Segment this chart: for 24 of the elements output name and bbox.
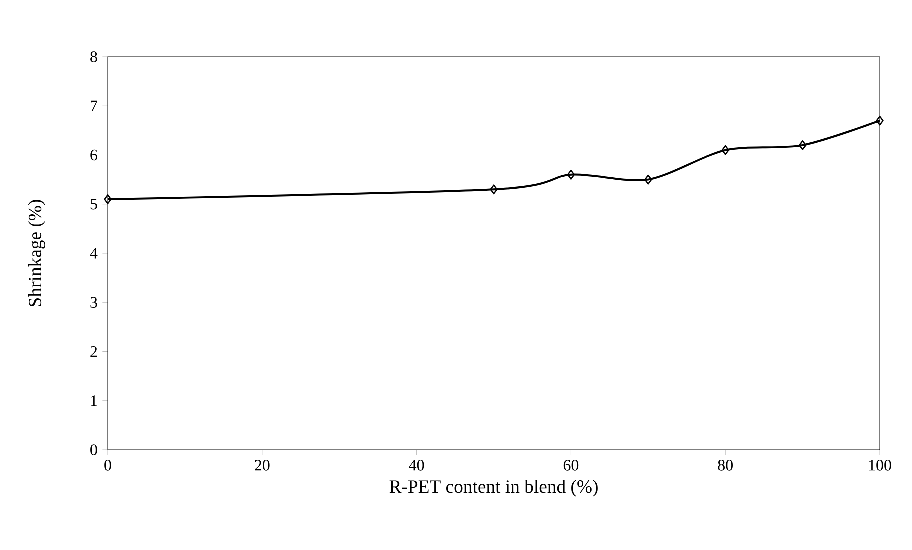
y-tick-label: 4: [90, 248, 98, 259]
y-tick-label: 6: [90, 150, 98, 161]
y-tick-label: 2: [90, 346, 98, 358]
point: [722, 145, 730, 156]
y-tick-label: 0: [90, 444, 98, 456]
point: [644, 174, 652, 185]
x-tick-label: 20: [255, 460, 270, 471]
x-tick-label: 60: [564, 460, 579, 471]
point: [798, 140, 807, 150]
point: [490, 184, 498, 195]
y-tick-label: 8: [90, 52, 98, 62]
y-axis-title: Shrinkage (%): [28, 200, 46, 306]
y-tick-label: 1: [91, 396, 98, 406]
x-tick-label: 40: [409, 460, 424, 471]
y-tick-label: 3: [90, 297, 98, 308]
x-axis-title: R-PET content in blend (%): [390, 480, 598, 497]
x-tick-label: 0: [104, 460, 112, 471]
y-tick-label: 7: [91, 100, 98, 112]
point: [876, 116, 884, 126]
y-tick-label: 5: [90, 199, 98, 210]
x-tick-label: 80: [718, 460, 733, 471]
x-tick-label: 100: [869, 460, 892, 471]
point: [567, 170, 576, 180]
point: [104, 194, 112, 204]
